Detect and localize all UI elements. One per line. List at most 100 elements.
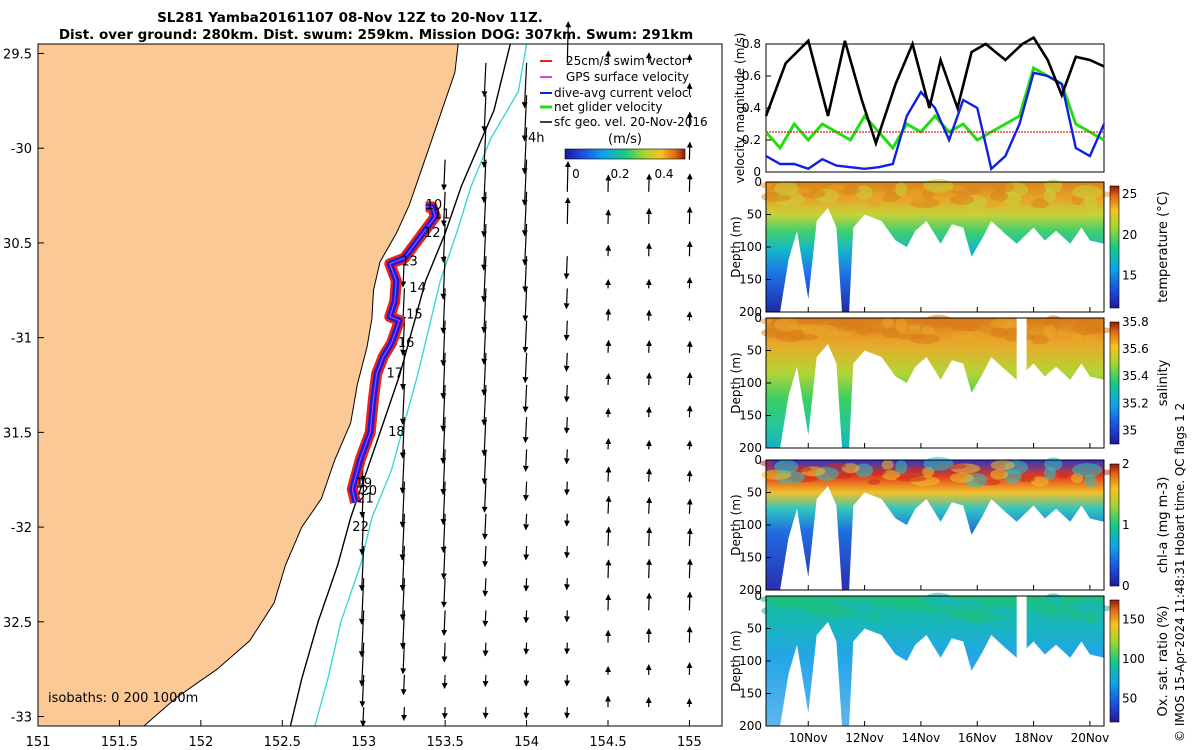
colorbar-tick-label: 35.6 [1122, 342, 1149, 356]
velocity-arrow [605, 339, 612, 353]
depth-tick-label: 0 [754, 453, 762, 467]
legend-label-dive: dive-avg current veloc. [554, 86, 692, 100]
velocity-arrow [482, 674, 489, 687]
section-patch [1057, 608, 1070, 615]
section-patch [990, 605, 1009, 616]
legend-item-gps: GPS surface velocity [540, 70, 689, 84]
velocity-arrow [358, 642, 365, 687]
section-patch [1030, 476, 1049, 487]
velocity-arrow [686, 527, 693, 547]
day-label: 14 [409, 281, 426, 296]
x-tick-label: 152.5 [264, 735, 301, 750]
section-patch [774, 317, 799, 332]
velocity-arrow [441, 159, 448, 191]
section-patch [1030, 198, 1049, 209]
section-patch [855, 321, 873, 336]
depth-tick-label: 200 [739, 305, 762, 319]
velocity-arrow [481, 384, 488, 426]
velocity-arrow [481, 352, 488, 396]
velocity-arrow [400, 674, 407, 696]
x-tick-label: 154.5 [589, 735, 626, 750]
section-patch [855, 185, 873, 200]
colorbar-tick-label: 35.4 [1122, 369, 1149, 383]
figure-title-line2: Dist. over ground: 280km. Dist. swum: 25… [59, 27, 693, 43]
day-label: 18 [388, 425, 405, 440]
velocity-arrow [686, 405, 693, 418]
depth-tick-label: 100 [739, 654, 762, 668]
velocity-arrow [399, 417, 406, 459]
velocity-arrow [401, 707, 408, 721]
x-tick-label: 153 [351, 735, 376, 750]
colorbar-tick-0: 0 [572, 167, 580, 181]
legend-label-net: net glider velocity [554, 100, 662, 114]
velocity-arrow [399, 513, 406, 561]
time-tick-label: 10Nov [789, 731, 828, 745]
colorbar-tick-label: 2 [1122, 457, 1130, 471]
depth-tick-label: 100 [739, 376, 762, 390]
section-patch [990, 318, 1015, 329]
isobath-label: isobaths: 0 200 1000m [48, 691, 198, 706]
velocity-arrow [359, 513, 366, 556]
colorbar-tick-label: 100 [1122, 652, 1145, 666]
velocity-arrow [481, 223, 488, 271]
velocity-arrow [645, 440, 652, 450]
vel-y-tick-label: 0 [753, 165, 761, 179]
depth-tick-label: 150 [739, 551, 762, 565]
velocity-arrow [481, 513, 488, 540]
colorbar-title: (m/s) [608, 132, 642, 147]
velocity-arrow [358, 545, 365, 592]
day-label: 11 [434, 207, 451, 222]
section-patch [908, 324, 921, 331]
velocity-arrow [563, 288, 570, 310]
section-patch [882, 192, 901, 203]
coastline [37, 43, 459, 727]
velocity-arrow [523, 707, 530, 719]
section-patch [881, 317, 894, 328]
section-patch [868, 615, 881, 621]
section-patch [828, 184, 846, 191]
y-tick-label: -32 [11, 521, 32, 536]
section-patch [990, 327, 1009, 338]
depth-label: Depth (m) [729, 630, 743, 691]
velocity-arrow [360, 707, 367, 727]
velocity-arrow [440, 288, 447, 334]
y-tick-label: -30 [11, 142, 32, 157]
land-mass [37, 43, 459, 727]
section-patch [1003, 469, 1022, 484]
day-label: 17 [387, 366, 404, 381]
colorbar-tick-label: 20 [1122, 228, 1137, 242]
section-patch [841, 463, 860, 474]
velocity-arrow [440, 481, 447, 526]
velocity-arrow [686, 241, 693, 257]
velocity-arrow [523, 513, 530, 531]
section-patch [841, 599, 860, 610]
scale-arrow-label: 4h [528, 131, 545, 146]
velocity-arrow [481, 481, 488, 513]
section-patch [896, 197, 927, 204]
velocity-arrow [522, 481, 529, 502]
velocity-arrow [646, 468, 653, 482]
velocity-arrow [605, 438, 612, 450]
section-patch [990, 596, 1015, 607]
velocity-arrow [521, 127, 528, 175]
velocity-arrow [686, 498, 693, 514]
velocity-arrow [440, 417, 447, 464]
section-patch [923, 592, 954, 607]
velocity-arrow [645, 309, 652, 321]
velocity-arrow [563, 320, 570, 341]
velocity-arrow [521, 95, 528, 142]
x-tick-label: 154 [514, 735, 539, 750]
vel-ylabel: velocity magnitude (m/s) [733, 33, 747, 184]
temperature-panel: 0 50 100 150 200 Depth (m) 15 20 25 temperature (… [729, 175, 1171, 319]
depth-tick-label: 50 [747, 486, 762, 500]
x-tick-label: 153.5 [427, 735, 464, 750]
vel-y-tick-label: 0.2 [742, 133, 761, 147]
velocity-arrow [686, 340, 693, 353]
section-patch [841, 185, 860, 196]
velocity-arrow [481, 449, 488, 485]
velocity-arrow [399, 578, 406, 621]
section-patch [923, 314, 954, 329]
depth-tick-label: 200 [739, 583, 762, 597]
velocity-arrow [646, 527, 653, 547]
